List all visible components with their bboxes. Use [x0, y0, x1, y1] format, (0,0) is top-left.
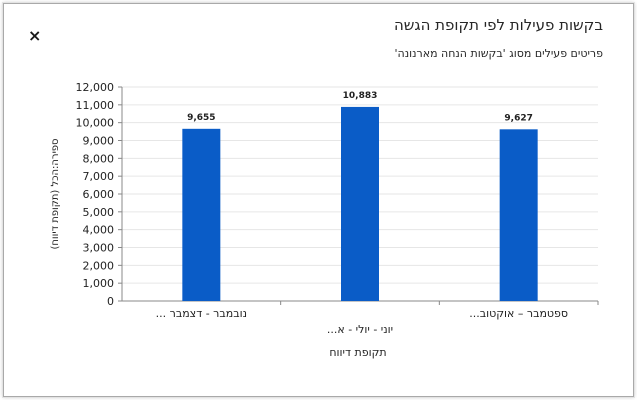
y-tick-label: 1,000 [83, 277, 115, 290]
y-tick-label: 0 [107, 295, 114, 308]
close-icon[interactable]: × [28, 26, 42, 45]
bar [499, 129, 538, 301]
x-tick-label: ספטמבר – אוקטוב... [469, 307, 568, 320]
labels: 0 1,000 2,000 3,000 4,000 5,000 6,000 7,000 8,00… [50, 81, 568, 359]
y-tick-label: 9,000 [83, 135, 115, 148]
x-axis-title: תקופת דיווח [329, 346, 386, 359]
y-tick-label: 6,000 [83, 188, 115, 201]
y-tick-label: 3,000 [83, 242, 115, 255]
data-label: 9,655 [187, 113, 215, 123]
bars [182, 106, 538, 301]
y-tick-label: 5,000 [83, 206, 115, 219]
data-label: 10,883 [343, 91, 378, 101]
y-axis-title: ספירה:הכל (תקופת דיווח) [50, 138, 61, 249]
y-tick-label: 12,000 [76, 81, 115, 94]
dialog-title: בקשות פעילות לפי תקופת הגשה [393, 16, 603, 34]
x-tick-label: נובמבר - דצמבר ... [156, 307, 247, 320]
y-tick-label: 11,000 [76, 99, 115, 112]
y-tick-label: 7,000 [83, 170, 115, 183]
y-tick-label: 2,000 [83, 259, 115, 272]
y-tick-label: 10,000 [76, 117, 115, 130]
bar [182, 128, 221, 301]
dialog-subtitle: פריטים פעילים מסוג 'בקשות הנחה מארנונה' [394, 47, 603, 60]
y-tick-label: 8,000 [83, 152, 115, 165]
x-tick-label: יוני - יולי - א... [327, 323, 393, 336]
data-label: 9,627 [504, 113, 532, 123]
y-tick-label: 4,000 [83, 224, 115, 237]
bar [341, 106, 379, 301]
